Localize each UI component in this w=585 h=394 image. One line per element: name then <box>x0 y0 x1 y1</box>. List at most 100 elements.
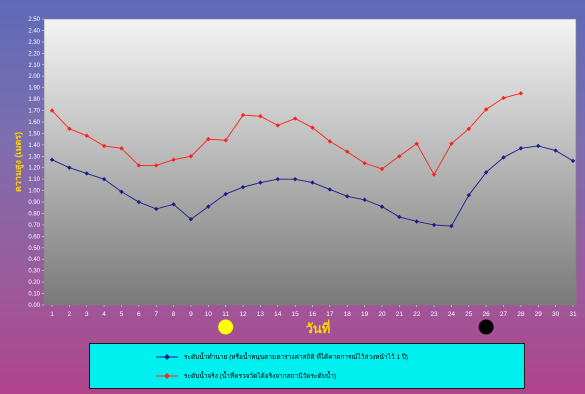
legend-label-actual: ระดับน้ำจริง (น้ำที่ตรวจวัดได้จริงจากสถา… <box>184 373 337 380</box>
x-tick-label: 2 <box>68 311 72 318</box>
data-point <box>449 223 454 229</box>
data-point <box>84 133 89 138</box>
plot-area <box>43 18 577 306</box>
x-tick-label: 7 <box>154 311 158 318</box>
data-point <box>206 136 211 142</box>
y-tick-label: 2.00 <box>28 74 40 80</box>
x-tick-label: 27 <box>500 311 508 318</box>
data-point <box>362 160 367 166</box>
data-point <box>310 180 315 185</box>
data-point <box>518 91 524 96</box>
x-tick-label: 31 <box>569 311 577 318</box>
data-point <box>154 163 159 168</box>
data-point <box>310 125 315 130</box>
full-moon-icon <box>218 319 234 335</box>
x-tick-label: 25 <box>465 311 473 318</box>
data-point <box>431 172 437 177</box>
y-tick-label: 1.80 <box>28 97 40 103</box>
data-point <box>431 222 437 228</box>
data-point <box>518 146 524 151</box>
x-tick-label: 22 <box>413 311 421 318</box>
x-tick-label: 16 <box>309 311 317 318</box>
legend-swatch-predicted <box>156 354 178 360</box>
y-tick-label: 0.90 <box>28 200 40 206</box>
x-tick-label: 14 <box>274 311 282 318</box>
x-tick-label: 20 <box>378 311 386 318</box>
y-axis-label: ความสูง (เมตร) <box>13 132 24 192</box>
x-tick-label: 13 <box>257 311 265 318</box>
data-point <box>570 158 576 164</box>
data-point <box>275 176 280 182</box>
x-tick-label: 23 <box>430 311 438 318</box>
data-point <box>345 194 350 199</box>
data-point <box>188 154 194 159</box>
new-moon-icon <box>478 319 494 335</box>
x-tick-label: 30 <box>552 311 560 318</box>
data-point <box>67 126 72 132</box>
data-point <box>397 154 402 159</box>
data-point <box>414 141 419 146</box>
data-point <box>188 217 194 222</box>
x-tick-label: 21 <box>396 311 404 318</box>
data-point <box>119 146 124 151</box>
data-point <box>49 157 55 162</box>
y-tick-label: 2.50 <box>28 17 40 23</box>
data-point <box>536 143 541 149</box>
data-point <box>49 108 55 113</box>
data-point <box>171 202 176 207</box>
y-tick-label: 0.80 <box>28 211 40 217</box>
y-tick-label: 1.20 <box>28 166 40 172</box>
x-tick-label: 18 <box>344 311 352 318</box>
crescent-moon-icon <box>79 319 87 335</box>
series-lines <box>49 91 576 229</box>
y-axis-ticks: 0.00 0.10 0.20 0.30 0.40 0.50 0.60 0.70 0.80 0.90… <box>28 17 44 309</box>
data-point <box>327 139 333 144</box>
data-point <box>223 191 228 197</box>
x-tick-label: 1 <box>50 311 54 318</box>
data-point <box>466 126 471 132</box>
y-tick-label: 0.60 <box>28 234 40 240</box>
data-point <box>154 206 159 212</box>
y-tick-label: 2.40 <box>28 28 40 34</box>
y-tick-label: 2.20 <box>28 51 40 57</box>
data-point <box>501 95 506 101</box>
x-tick-label: 12 <box>239 311 247 318</box>
data-point <box>553 148 558 153</box>
y-tick-label: 0.20 <box>28 280 40 286</box>
data-point <box>345 149 350 154</box>
data-point <box>223 138 228 143</box>
y-tick-label: 0.70 <box>28 223 40 229</box>
y-tick-label: 0.50 <box>28 246 40 252</box>
legend-label-predicted: ระดับน้ำทำนาย (หรือน้ำหนุนตามตารางค่าสถิ… <box>184 354 409 361</box>
x-tick-label: 10 <box>205 311 213 318</box>
x-tick-label: 24 <box>448 311 456 318</box>
data-point <box>362 197 367 202</box>
x-tick-label: 9 <box>189 311 193 318</box>
x-tick-label: 6 <box>137 311 141 318</box>
legend: ระดับน้ำทำนาย (หรือน้ำหนุนตามตารางค่าสถิ… <box>89 343 525 389</box>
data-point <box>258 114 263 119</box>
y-tick-label: 1.40 <box>28 143 40 149</box>
y-tick-label: 0.40 <box>28 257 40 263</box>
x-tick-label: 11 <box>222 311 229 318</box>
x-axis-ticks: 1 2 3 4 5 6 7 8 9 10 11 12 13 14 15 16 17 18 19 20 21 22 23 24 2… <box>50 305 577 318</box>
data-point <box>397 214 402 220</box>
y-tick-label: 1.10 <box>28 177 40 183</box>
data-point <box>119 189 124 194</box>
x-tick-label: 5 <box>120 311 124 318</box>
data-point <box>136 163 142 168</box>
series-line-1 <box>51 92 522 176</box>
crescent-moon-icon <box>357 319 365 335</box>
y-tick-label: 2.30 <box>28 40 40 46</box>
y-tick-label: 1.30 <box>28 154 40 160</box>
legend-entry-actual: ระดับน้ำจริง (น้ำที่ตรวจวัดได้จริงจากสถา… <box>156 370 336 382</box>
data-point <box>292 116 298 121</box>
x-tick-label: 28 <box>517 311 525 318</box>
x-axis-label: วันที่ <box>306 319 331 336</box>
y-tick-label: 0.30 <box>28 269 40 275</box>
data-point <box>501 155 506 160</box>
data-point <box>240 184 246 190</box>
x-tick-label: 4 <box>102 311 106 318</box>
legend-entry-predicted: ระดับน้ำทำนาย (หรือน้ำหนุนตามตารางค่าสถิ… <box>156 351 408 363</box>
